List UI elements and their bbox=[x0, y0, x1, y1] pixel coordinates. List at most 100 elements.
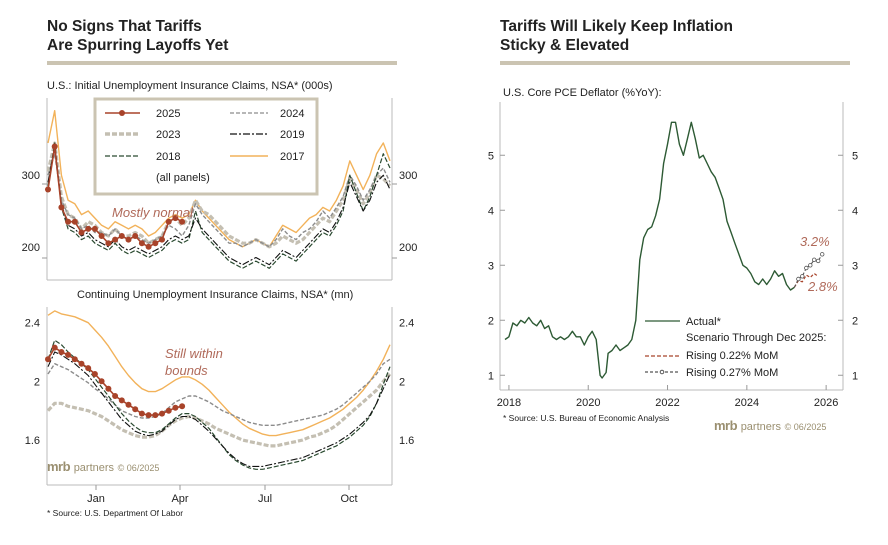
legend-marker-s2 bbox=[659, 369, 665, 375]
legend-label-2019: 2019 bbox=[280, 129, 304, 141]
left-title: No Signs That Tariffs Are Spurring Layof… bbox=[47, 18, 229, 54]
annotation-2-8: 2.8% bbox=[807, 279, 838, 294]
point-2025 bbox=[45, 356, 51, 363]
legend: 2025 2024 2023 2019 2018 2017 (all panel… bbox=[93, 97, 319, 196]
left-brand-date: © 06/2025 bbox=[117, 463, 160, 473]
y-tick-label-right: 1 bbox=[852, 370, 858, 382]
annotation-bounds: bounds bbox=[165, 363, 208, 378]
point-2025 bbox=[58, 204, 65, 211]
pce-chart-label: U.S. Core PCE Deflator (%YoY): bbox=[503, 87, 662, 99]
series-line-2017 bbox=[47, 310, 391, 437]
point-2025 bbox=[132, 406, 139, 413]
right-brand-partners: partners bbox=[740, 421, 782, 433]
point-2025 bbox=[179, 403, 186, 410]
legend-label-2017: 2017 bbox=[280, 151, 304, 163]
left-brand-partners: partners bbox=[73, 462, 115, 474]
legend-label-2025: 2025 bbox=[156, 108, 180, 120]
pce-series bbox=[504, 121, 825, 379]
point-2025 bbox=[112, 393, 119, 399]
left-title-rule bbox=[47, 61, 397, 65]
initial-claims-series bbox=[45, 109, 392, 269]
x-tick-label: Jan bbox=[87, 493, 105, 505]
x-tick-label: 2020 bbox=[576, 397, 600, 409]
point-2025 bbox=[138, 410, 145, 417]
point-2025 bbox=[105, 240, 112, 247]
right-title-rule bbox=[500, 61, 850, 65]
point-2025 bbox=[159, 410, 165, 417]
x-tick-label: Oct bbox=[340, 493, 357, 505]
continuing-claims-tick-labels: 1.6 1.6 2 2 2.4 2.4 Jan Apr Jul Oct bbox=[25, 318, 415, 505]
x-tick-label: 2026 bbox=[814, 397, 838, 409]
x-tick-label: 2022 bbox=[655, 397, 679, 409]
y-tick-label-right: 4 bbox=[852, 205, 858, 217]
point-2025 bbox=[118, 233, 125, 239]
point-2025 bbox=[51, 143, 58, 150]
right-brand-date: © 06/2025 bbox=[784, 422, 827, 432]
legend-label-s1: Rising 0.22% MoM bbox=[686, 350, 778, 362]
legend-label-actual: Actual* bbox=[686, 316, 722, 328]
point-2025 bbox=[125, 401, 132, 408]
y-tick-label-left: 3 bbox=[488, 260, 494, 272]
point-2025 bbox=[65, 218, 72, 225]
pce-tick-labels: 1 1 2 2 3 3 4 4 5 5 2018 2020 2022 2024 2026 bbox=[488, 150, 858, 409]
point-2025 bbox=[138, 240, 145, 247]
right-source: * Source: U.S. Bureau of Economic Analys… bbox=[503, 413, 670, 423]
left-brand: mrb partners © 06/2025 bbox=[47, 459, 159, 474]
point-2025 bbox=[179, 218, 186, 225]
legend-marker-2025 bbox=[119, 110, 125, 116]
y-tick-label-left: 4 bbox=[488, 205, 494, 217]
point-2025 bbox=[125, 236, 132, 243]
point-2025 bbox=[71, 218, 78, 225]
point-2025 bbox=[78, 360, 85, 367]
legend-box bbox=[93, 97, 319, 196]
y-tick-label-right: 2 bbox=[399, 376, 405, 388]
point-2025 bbox=[145, 412, 152, 419]
point-2025 bbox=[58, 349, 65, 355]
y-tick-label-left: 1.6 bbox=[25, 435, 40, 447]
y-tick-label-left: 2.4 bbox=[25, 318, 40, 330]
point-2025 bbox=[85, 225, 92, 232]
x-tick-label: Apr bbox=[171, 493, 188, 505]
point-2025 bbox=[85, 365, 92, 372]
point-2025 bbox=[112, 236, 119, 243]
continuing-claims-label: Continuing Unemployment Insurance Claims… bbox=[77, 289, 354, 301]
legend-note: (all panels) bbox=[156, 172, 210, 184]
initial-claims-label: U.S.: Initial Unemployment Insurance Cla… bbox=[47, 80, 333, 92]
y-tick-label-left: 2 bbox=[34, 376, 40, 388]
pce-point bbox=[816, 258, 821, 264]
pce-point bbox=[808, 263, 813, 268]
series-line-2024 bbox=[47, 152, 391, 248]
point-2025 bbox=[78, 229, 85, 236]
y-tick-label-right: 5 bbox=[852, 150, 858, 162]
y-tick-label-right: 300 bbox=[399, 170, 417, 182]
pce-series-line-0 bbox=[504, 121, 795, 379]
legend-label-s2: Rising 0.27% MoM bbox=[686, 367, 778, 379]
y-tick-label-right: 2 bbox=[852, 315, 858, 327]
point-2025 bbox=[65, 351, 72, 358]
point-2025 bbox=[172, 215, 179, 222]
legend-label-2023: 2023 bbox=[156, 129, 180, 141]
point-2025 bbox=[152, 412, 159, 419]
pce-point bbox=[804, 265, 809, 271]
right-title: Tariffs Will Likely Keep Inflation Stick… bbox=[500, 18, 733, 54]
series-line-2024 bbox=[47, 358, 391, 426]
left-brand-mrb: mrb bbox=[47, 459, 71, 474]
point-2025 bbox=[165, 218, 172, 225]
series-line-2019 bbox=[47, 145, 391, 266]
point-2025 bbox=[145, 243, 152, 250]
pce-axes bbox=[499, 102, 844, 391]
point-2025 bbox=[71, 356, 78, 363]
point-2025 bbox=[51, 344, 58, 351]
point-2025 bbox=[98, 233, 105, 239]
pce-legend: Actual* Scenario Through Dec 2025: Risin… bbox=[645, 316, 826, 379]
point-2025 bbox=[132, 233, 139, 239]
y-tick-label-right: 1.6 bbox=[399, 435, 414, 447]
x-tick-label: Jul bbox=[258, 493, 272, 505]
point-2025 bbox=[91, 225, 98, 232]
point-2025 bbox=[165, 407, 172, 414]
y-tick-label-right: 2.4 bbox=[399, 318, 414, 330]
series-line-2018 bbox=[47, 142, 391, 269]
y-tick-label-left: 1 bbox=[488, 370, 494, 382]
y-tick-label-left: 2 bbox=[488, 315, 494, 327]
